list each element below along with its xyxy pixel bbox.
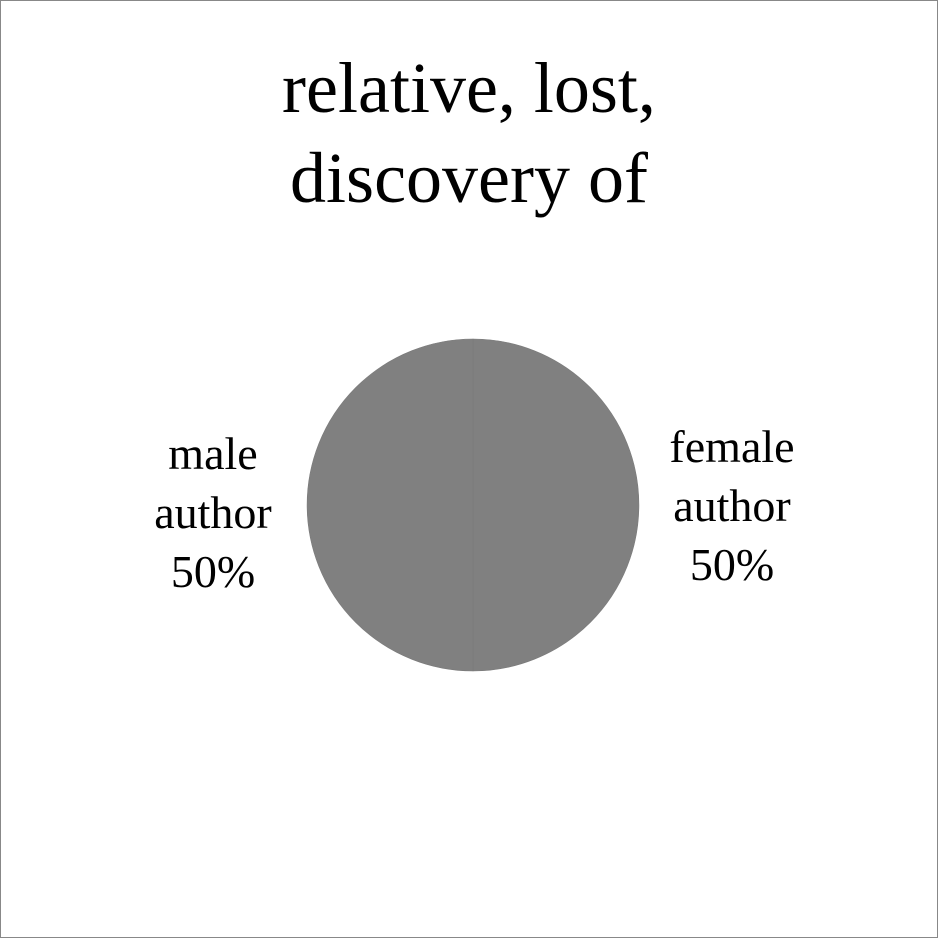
- slice-label-female-author: female author 50%: [622, 417, 842, 594]
- slice-label-male-percent: 50%: [170, 546, 256, 597]
- slice-label-female-percent: 50%: [689, 539, 775, 590]
- pie-slice-female-author: [472, 338, 640, 672]
- slice-label-male-line-1: male: [168, 428, 258, 479]
- slice-label-female-line-1: female: [669, 421, 795, 472]
- chart-title-line-2: discovery of: [290, 138, 648, 218]
- slice-label-male-line-2: author: [154, 487, 272, 538]
- pie-slice-male-author: [306, 338, 474, 672]
- slice-label-male-author: male author 50%: [103, 424, 323, 601]
- chart-title-line-1: relative, lost,: [282, 48, 656, 128]
- slice-label-female-line-2: author: [673, 480, 791, 531]
